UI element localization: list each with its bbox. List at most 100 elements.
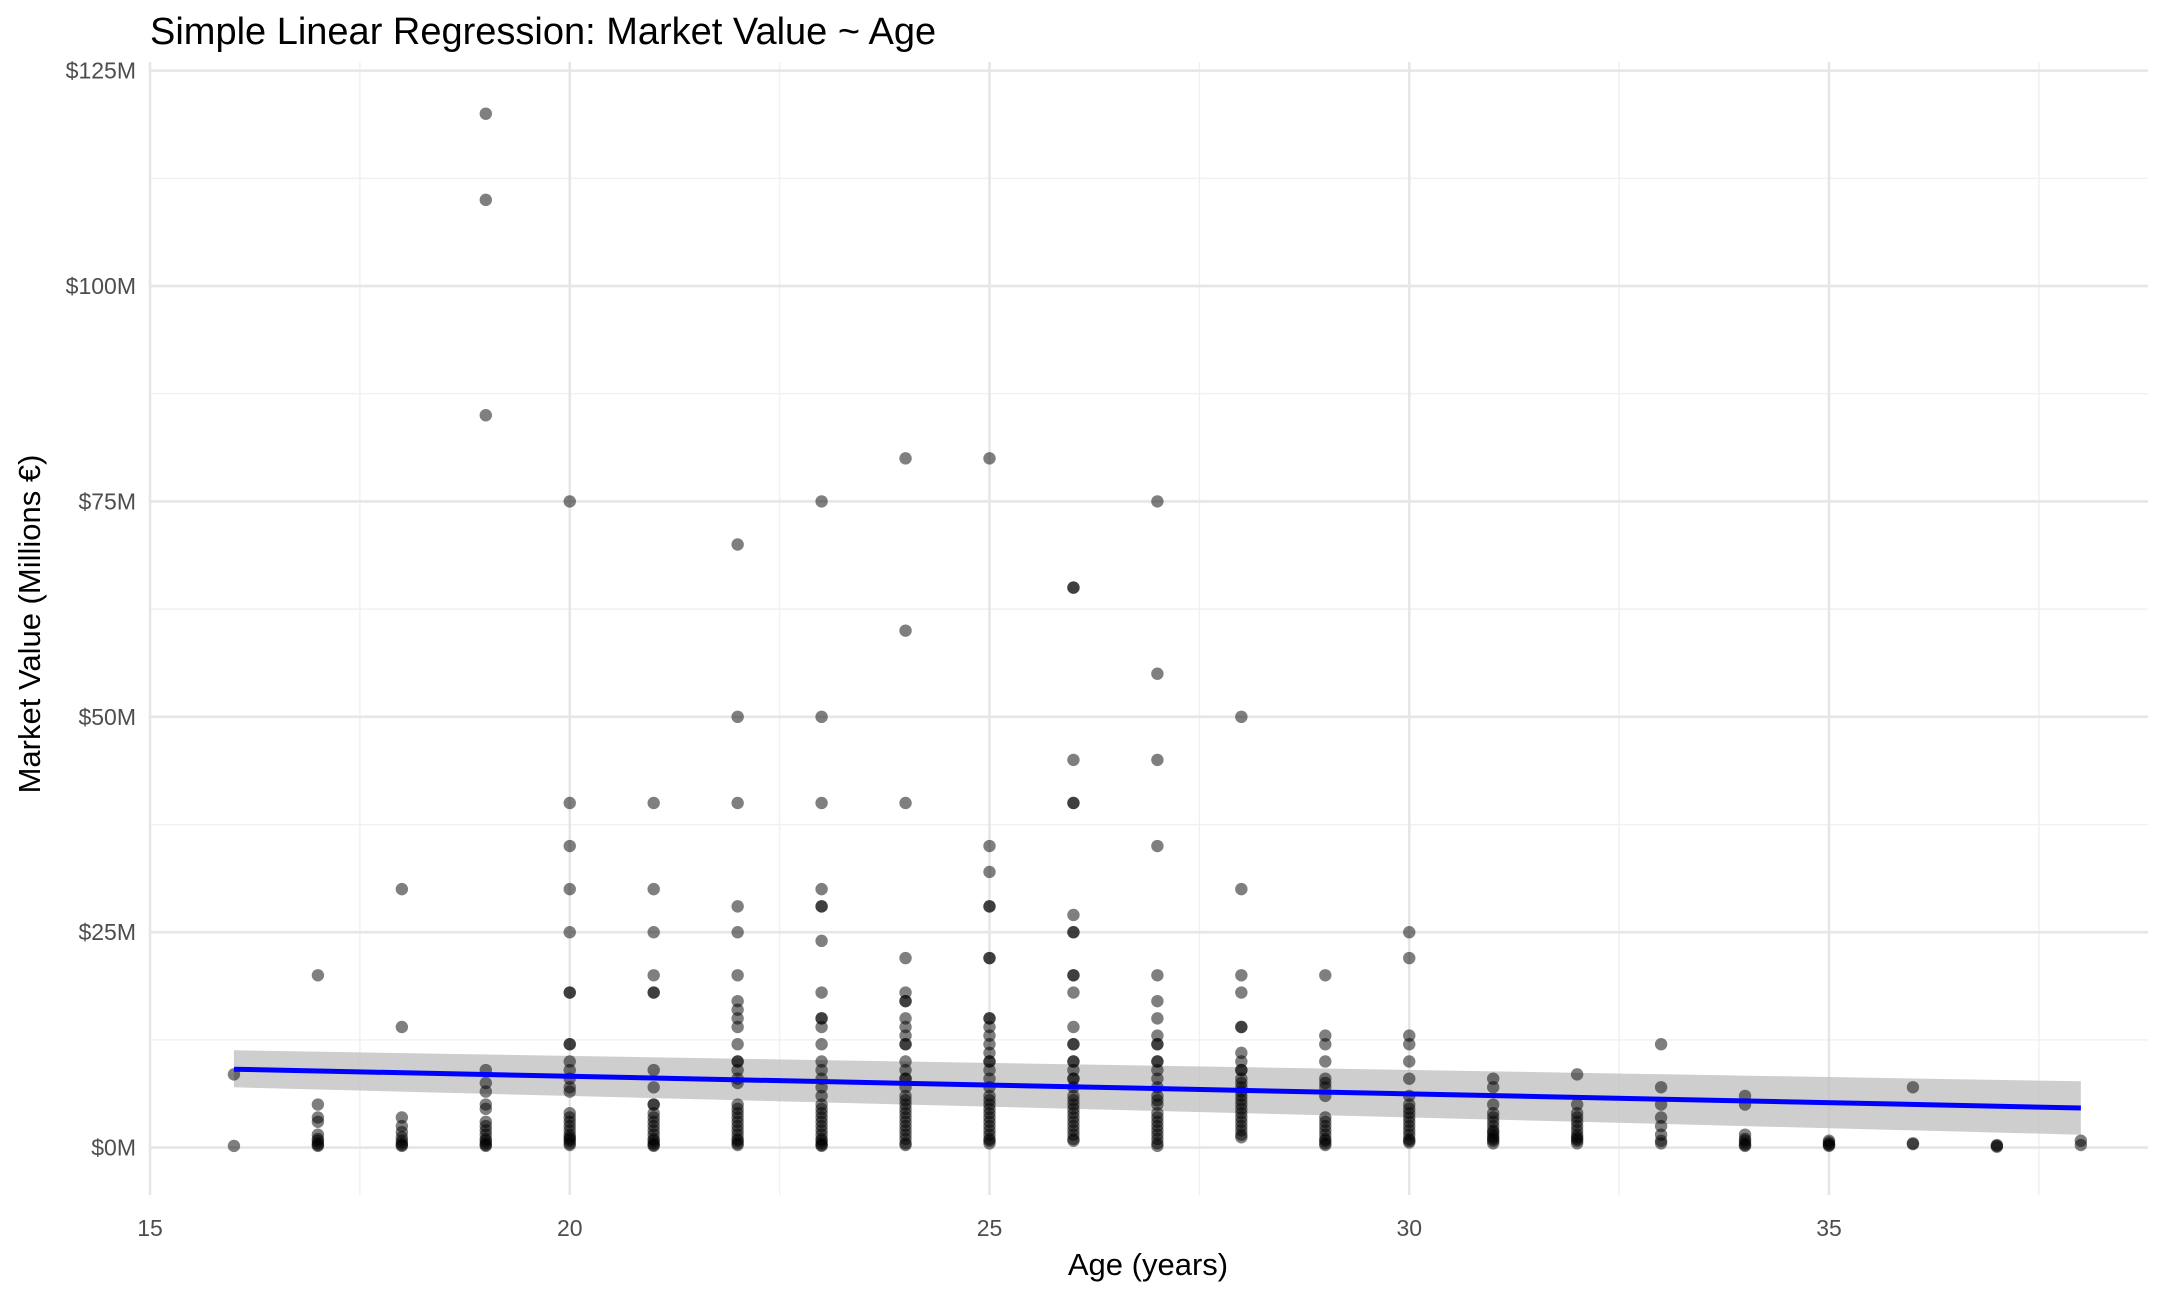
tick-labels: 15 20 25 30 35 $0M $25M $50M $75M $100M $125M [66, 58, 1842, 1241]
data-point [647, 1139, 660, 1153]
data-point [1151, 994, 1164, 1008]
y-axis-label: Market Value (Millions €) [12, 455, 47, 794]
data-point [563, 986, 576, 999]
data-point [1067, 908, 1080, 922]
data-point [1654, 1081, 1668, 1094]
data-point [815, 1139, 828, 1153]
x-axis-label: Age (years) [1068, 1247, 1228, 1282]
data-point [647, 1098, 660, 1111]
data-point [731, 926, 744, 939]
data-point [1151, 1072, 1164, 1085]
data-point [311, 1139, 325, 1153]
data-point [815, 495, 828, 508]
chart-title: Simple Linear Regression: Market Value ~… [150, 11, 936, 53]
regression-line [233, 1066, 2081, 1111]
data-point [1067, 1020, 1080, 1034]
data-point [1319, 969, 1332, 982]
data-point [311, 1098, 325, 1111]
data-point [899, 1012, 912, 1025]
data-point [1403, 1072, 1416, 1085]
data-point [1151, 1063, 1164, 1077]
y-tick-label: $50M [78, 704, 136, 730]
data-point [731, 994, 744, 1008]
y-tick-label: $75M [78, 488, 136, 514]
data-point [1235, 969, 1248, 982]
data-point [1067, 581, 1080, 594]
data-point [1151, 1098, 1164, 1111]
data-point [1067, 986, 1080, 999]
data-point [1906, 1137, 1920, 1151]
data-point [647, 1063, 660, 1077]
x-tick-label: 35 [1816, 1215, 1842, 1241]
data-point [1067, 1072, 1080, 1085]
data-point [815, 710, 828, 724]
data-point [563, 1085, 576, 1098]
data-point [1067, 1055, 1080, 1068]
data-point [1403, 1055, 1416, 1068]
data-point [1067, 969, 1080, 982]
data-point [395, 882, 409, 896]
data-point [983, 1012, 996, 1025]
data-point [1738, 1139, 1752, 1153]
data-point [1235, 710, 1248, 724]
data-point [1319, 1055, 1332, 1068]
data-point [1151, 495, 1164, 508]
data-point [731, 1020, 744, 1034]
data-point [563, 1063, 576, 1077]
data-point [899, 1055, 912, 1068]
data-point [1235, 1055, 1248, 1068]
data-point [1486, 1081, 1500, 1094]
data-point [1151, 969, 1164, 982]
data-point [1067, 1038, 1080, 1051]
data-point [899, 1038, 912, 1051]
data-point [815, 1089, 828, 1103]
data-point [479, 1076, 492, 1090]
data-point [731, 1138, 744, 1152]
data-point [647, 1081, 660, 1094]
data-point [815, 934, 828, 948]
points-layer [227, 107, 2088, 1153]
data-point [1151, 667, 1164, 680]
data-point [899, 994, 912, 1008]
data-point [1990, 1140, 2004, 1153]
data-point [647, 986, 660, 999]
data-point [311, 1115, 325, 1128]
data-point [563, 926, 576, 939]
data-point [899, 1138, 912, 1152]
data-point [731, 1055, 744, 1068]
data-point [563, 1055, 576, 1068]
data-point [731, 1003, 744, 1016]
data-point [1151, 1055, 1164, 1068]
data-point [731, 796, 744, 810]
data-point [479, 193, 492, 207]
data-point [1486, 1137, 1500, 1150]
data-point [1570, 1137, 1584, 1150]
data-point [983, 1038, 996, 1051]
data-point [1906, 1081, 1920, 1094]
data-point [563, 1138, 576, 1152]
data-point [1151, 1139, 1164, 1153]
data-point [815, 1055, 828, 1068]
data-point [479, 1102, 492, 1116]
data-point [899, 986, 912, 999]
data-point [899, 1020, 912, 1034]
data-point [1570, 1068, 1584, 1081]
x-tick-label: 15 [137, 1215, 163, 1241]
data-point [899, 1063, 912, 1077]
data-point [731, 1038, 744, 1051]
data-point [731, 1063, 744, 1077]
data-point [1151, 839, 1164, 853]
data-point [563, 839, 576, 853]
data-point [1654, 1119, 1668, 1133]
data-point [1403, 1136, 1416, 1149]
data-point [815, 986, 828, 999]
x-tick-label: 25 [977, 1215, 1003, 1241]
data-point [983, 452, 996, 465]
data-point [1486, 1098, 1500, 1111]
data-point [731, 900, 744, 913]
data-point [647, 882, 660, 896]
data-point [1235, 882, 1248, 896]
data-point [1151, 1012, 1164, 1025]
data-point [1403, 951, 1416, 965]
data-point [395, 1020, 409, 1034]
